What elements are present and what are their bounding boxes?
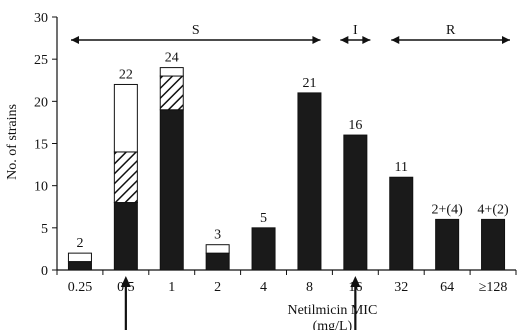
bar-solid bbox=[297, 92, 322, 271]
y-tick-label: 15 bbox=[34, 138, 48, 153]
y-tick-label: 25 bbox=[34, 53, 48, 68]
data-label: 2+(4) bbox=[432, 202, 464, 217]
breakpoint-arrowhead bbox=[350, 276, 361, 287]
region-label: S bbox=[192, 23, 200, 38]
bar-open bbox=[205, 244, 230, 254]
arrowhead-left bbox=[340, 36, 349, 44]
data-label: 22 bbox=[119, 67, 133, 82]
bar-solid bbox=[159, 109, 184, 271]
bars bbox=[67, 67, 506, 271]
data-label: 3 bbox=[214, 228, 221, 243]
bar-solid bbox=[67, 261, 92, 271]
x-tick-label: 0.25 bbox=[68, 280, 93, 295]
data-label: 11 bbox=[395, 160, 408, 175]
y-axis-label: No. of strains bbox=[5, 104, 20, 180]
y-tick-label: 5 bbox=[41, 222, 48, 237]
bar-solid bbox=[435, 218, 460, 271]
bar-open bbox=[113, 83, 138, 153]
x-tick-label: 8 bbox=[306, 280, 313, 295]
region-label: I bbox=[353, 23, 358, 38]
data-label: 4+(2) bbox=[477, 202, 509, 217]
data-label: 21 bbox=[302, 76, 316, 91]
data-label: 16 bbox=[348, 118, 362, 133]
x-axis-label: Netilmicin MIC (mg/L) bbox=[287, 303, 377, 330]
x-tick-label: 64 bbox=[440, 280, 454, 295]
bar-solid bbox=[113, 202, 138, 271]
y-tick-label: 10 bbox=[34, 180, 48, 195]
x-tick-label: 1 bbox=[168, 280, 175, 295]
y-tick-label: 20 bbox=[34, 95, 48, 110]
arrowhead-right bbox=[312, 36, 321, 44]
bar-hatched bbox=[159, 75, 184, 111]
arrowhead-right bbox=[502, 36, 510, 44]
y-tick-label: 0 bbox=[41, 264, 48, 279]
breakpoint-arrowhead bbox=[120, 276, 131, 287]
arrowhead-right bbox=[362, 36, 371, 44]
data-label: 2 bbox=[76, 236, 83, 251]
y-axis: 0 5 10 15 20 25 30 bbox=[34, 11, 58, 279]
arrowhead-left bbox=[71, 36, 79, 44]
y-tick-label: 30 bbox=[34, 11, 48, 26]
region-label: R bbox=[446, 23, 456, 38]
bar-open bbox=[67, 252, 92, 263]
bar-solid bbox=[251, 227, 276, 271]
x-tick-label: 32 bbox=[394, 280, 408, 295]
x-tick-label: 2 bbox=[214, 280, 221, 295]
breakpoint-arrows bbox=[120, 276, 361, 330]
bar-solid bbox=[389, 176, 414, 271]
data-label: 24 bbox=[165, 51, 179, 66]
bar-solid bbox=[481, 218, 506, 271]
bar-solid bbox=[343, 134, 368, 271]
arrowhead-left bbox=[391, 36, 400, 44]
x-tick-label: ≥128 bbox=[479, 280, 508, 295]
x-tick-label: 4 bbox=[260, 280, 267, 295]
bar-open bbox=[159, 67, 184, 77]
bar-solid bbox=[205, 252, 230, 271]
data-label: 5 bbox=[260, 211, 267, 226]
bar-hatched bbox=[113, 151, 138, 204]
